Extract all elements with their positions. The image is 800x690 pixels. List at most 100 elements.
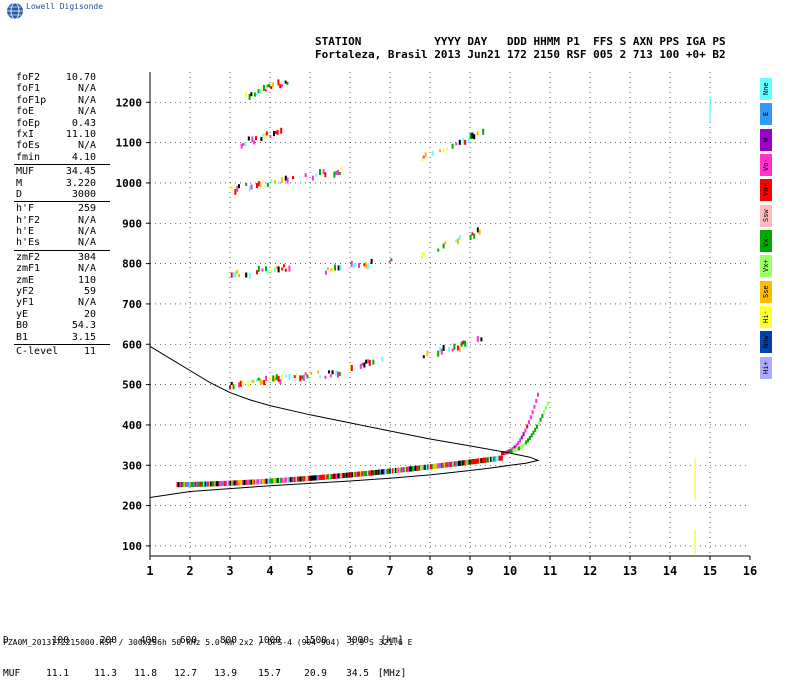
echo-mark — [422, 155, 425, 159]
param-value: 0.43 — [71, 117, 96, 129]
x-tick-label: 16 — [743, 564, 757, 578]
echo-mark — [509, 449, 511, 454]
echo-mark — [255, 136, 257, 141]
param-value: 3000 — [71, 188, 96, 200]
echo-mark — [457, 345, 459, 351]
echo-mark — [240, 143, 243, 149]
echo-mark — [519, 445, 522, 450]
file-info-footer: FZA0M_2013172215000.RSF / 300x256h 50 kH… — [3, 638, 413, 647]
param-label: h'F — [16, 203, 35, 215]
echo-mark — [359, 363, 362, 369]
legend-item: Vo- — [760, 154, 772, 177]
echo-mark — [537, 421, 540, 426]
y-tick-label: 400 — [122, 419, 142, 432]
echo-mark — [528, 435, 531, 440]
echo-mark — [422, 355, 425, 359]
param-row: h'F2 N/A — [0, 215, 140, 226]
echo-mark — [263, 84, 265, 91]
muf-row-label: D — [3, 635, 9, 646]
muf-unit: [km] — [380, 635, 404, 646]
echo-mark — [317, 370, 320, 374]
muf-cell: 800 — [219, 635, 237, 646]
echo-mark — [270, 269, 273, 274]
echo-mark — [365, 359, 368, 364]
echo-mark — [372, 359, 375, 365]
echo-mark — [299, 375, 302, 382]
param-row: yF2 59 — [0, 286, 140, 297]
echo-mark — [284, 175, 287, 181]
echo-mark — [458, 346, 461, 352]
echo-mark — [381, 356, 384, 362]
y-tick-label: 300 — [122, 459, 142, 472]
echo-mark — [328, 370, 330, 374]
electron-density-profile — [149, 345, 540, 498]
param-value: N/A — [77, 263, 96, 275]
echo-mark — [437, 248, 440, 252]
echo-mark — [476, 131, 479, 136]
y-tick-label: 500 — [122, 379, 142, 392]
echo-mark — [272, 375, 275, 382]
echo-mark — [255, 92, 258, 96]
echo-mark — [245, 91, 247, 98]
echo-mark — [444, 241, 447, 245]
y-tick-label: 900 — [122, 217, 142, 230]
echo-mark — [334, 264, 336, 271]
muf-unit: [MHz] — [377, 668, 407, 679]
echo-mark — [229, 385, 231, 390]
muf-cell: 200 — [99, 635, 117, 646]
echo-mark — [234, 188, 237, 195]
echo-mark — [467, 137, 470, 143]
echo-mark — [301, 375, 303, 380]
echo-mark — [250, 92, 253, 97]
param-row: D 3000 — [0, 189, 140, 200]
echo-mark — [499, 455, 503, 461]
echo-mark — [256, 378, 258, 382]
echo-mark — [244, 142, 247, 147]
muf-cell: 1500 — [304, 635, 327, 646]
muf-cell: 15.7 — [258, 668, 281, 679]
echo-mark — [513, 445, 516, 450]
echo-mark — [442, 149, 445, 153]
echo-mark — [247, 136, 250, 141]
echo-mark — [268, 376, 271, 382]
echo-mark — [471, 232, 474, 236]
echo-mark — [422, 252, 425, 257]
muf-cell: 100 — [51, 635, 69, 646]
echo-mark — [440, 348, 443, 355]
echo-mark — [337, 265, 340, 271]
echo-mark — [281, 177, 284, 184]
echo-mark — [311, 175, 314, 181]
param-label: MUF — [16, 166, 35, 178]
echo-mark — [533, 404, 536, 409]
echo-mark — [352, 263, 355, 269]
echo-mark — [274, 130, 277, 134]
echo-mark — [262, 133, 265, 137]
echo-mark — [325, 270, 327, 275]
echo-mark — [245, 182, 248, 186]
param-label: foEs — [16, 140, 41, 152]
echo-mark — [350, 260, 353, 267]
echo-mark — [274, 267, 276, 272]
x-tick-label: 7 — [386, 564, 393, 578]
echo-mark — [315, 173, 318, 177]
legend-item: Hi+ — [760, 356, 772, 379]
param-value: 304 — [77, 251, 96, 263]
echo-mark — [333, 171, 336, 178]
brand-name: Lowell Digisonde — [26, 2, 104, 11]
echo-mark — [266, 269, 269, 275]
globe-logo-icon — [7, 2, 23, 20]
echo-mark — [306, 374, 309, 379]
echo-mark — [268, 83, 271, 87]
echo-mark — [266, 84, 269, 88]
echo-mark — [520, 435, 523, 440]
echo-mark — [473, 134, 476, 140]
echo-mark — [248, 185, 251, 192]
echo-mark — [367, 263, 369, 270]
x-tick-label: 6 — [346, 564, 353, 578]
echo-mark — [261, 380, 264, 385]
echo-mark — [277, 375, 280, 382]
param-label: yE — [16, 308, 29, 320]
param-value: 11.10 — [65, 128, 96, 140]
echo-mark — [286, 81, 289, 85]
param-row: C-level 11 — [0, 346, 140, 357]
